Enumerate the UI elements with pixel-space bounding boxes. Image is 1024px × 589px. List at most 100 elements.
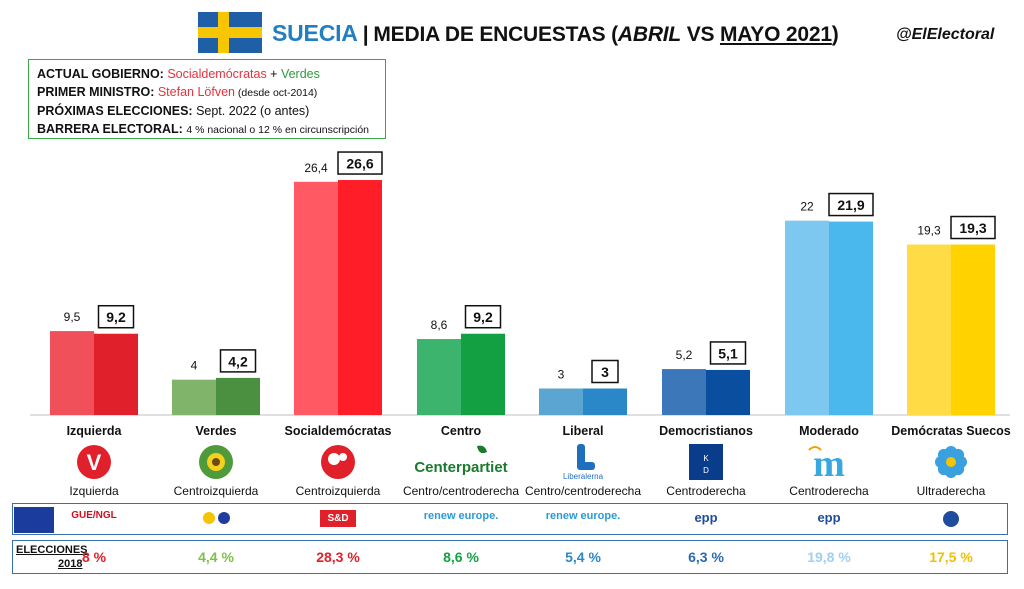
data-label-abril: 4 <box>191 359 198 373</box>
bar-abril <box>50 331 94 415</box>
bar-abril <box>172 379 216 415</box>
data-label-abril: 26,4 <box>304 161 328 175</box>
data-label-box <box>97 304 135 329</box>
rose-v-icon: V <box>33 442 155 482</box>
party-name: Socialdemócratas <box>284 424 392 438</box>
party-ideology: Centroderecha <box>789 484 869 498</box>
data-label-abril: 3 <box>558 368 565 382</box>
info-prime-minister: PRIMER MINISTRO: Stefan Löfven (desde oc… <box>37 85 318 99</box>
party-ideology: Centroderecha <box>666 484 746 498</box>
elections-2018-value: 8 % <box>81 549 107 565</box>
data-label-box <box>709 341 747 365</box>
info-box: ACTUAL GOBIERNO: Socialdemócratas + Verd… <box>28 59 386 139</box>
bar-mayo <box>829 221 873 415</box>
title-main: MEDIA DE ENCUESTAS ( <box>373 23 618 46</box>
party-ideology: Izquierda <box>69 484 119 498</box>
party-name: Moderado <box>799 424 859 438</box>
data-label-box <box>337 151 383 175</box>
author-handle: @ElElectoral <box>896 26 995 43</box>
bar-mayo <box>461 333 505 415</box>
data-label-mayo: 5,1 <box>718 345 738 361</box>
svg-text:m: m <box>813 443 845 482</box>
data-label-mayo: 21,9 <box>837 197 864 213</box>
data-label-abril: 19,3 <box>917 224 941 238</box>
info-threshold: BARRERA ELECTORAL: 4 % nacional o 12 % e… <box>37 122 370 136</box>
bar-abril <box>539 388 583 415</box>
data-label-box <box>591 359 619 384</box>
data-label-mayo: 26,6 <box>346 156 373 172</box>
title-month-b: MAYO 2021 <box>719 23 832 46</box>
party-name: Democristianos <box>659 424 753 438</box>
sweden-flag-icon <box>198 12 262 53</box>
eu-group-label: renew europe. <box>423 510 499 522</box>
data-label-mayo: 19,3 <box>959 220 986 236</box>
party-name: Demócratas Suecos <box>891 424 1011 438</box>
data-label-mayo: 4,2 <box>228 353 248 369</box>
party-name: Centro <box>440 424 482 438</box>
eu-group-label: epp <box>817 510 841 525</box>
svg-text:Centerpartiet: Centerpartiet <box>414 459 507 476</box>
data-label-box <box>219 349 257 373</box>
bar-mayo <box>583 388 627 415</box>
elections-label: ELECCIONES 2018 <box>16 544 88 570</box>
data-label-mayo: 9,2 <box>473 309 493 325</box>
party-ideology: Centroizquierda <box>295 484 381 498</box>
eu-group-label: GUE/NGL <box>71 510 117 521</box>
info-next-elections: PRÓXIMAS ELECCIONES: Sept. 2022 (o antes… <box>37 104 310 118</box>
svg-text:Liberalerna: Liberalerna <box>563 472 604 481</box>
elections-2018-value: 19,8 % <box>807 549 851 565</box>
party-ideology: Centro/centroderecha <box>524 484 642 498</box>
bar-mayo <box>216 377 260 415</box>
eu-groups-bar <box>12 503 1008 535</box>
liberal-l-icon: Liberalerna <box>522 442 644 482</box>
sunflower-icon <box>155 442 277 482</box>
anemone-icon <box>890 442 1012 482</box>
title-close: ) <box>831 23 839 46</box>
bar-abril <box>785 220 829 415</box>
data-label-abril: 5,2 <box>676 348 693 362</box>
data-label-mayo: 3 <box>601 364 609 380</box>
elections-2018-value: 28,3 % <box>316 549 360 565</box>
data-label-abril: 9,5 <box>64 310 81 324</box>
party-name: Izquierda <box>66 424 122 438</box>
info-government: ACTUAL GOBIERNO: Socialdemócratas + Verd… <box>37 67 320 81</box>
party-ideology: Centro/centroderecha <box>402 484 520 498</box>
bar-abril <box>294 181 338 415</box>
eu-group-label: epp <box>694 510 718 525</box>
party-name: Liberal <box>562 424 604 438</box>
ecr-icon <box>901 510 1001 530</box>
bar-mayo <box>951 244 995 415</box>
party-name: Verdes <box>195 424 237 438</box>
clover-icon: Centerpartiet <box>400 442 522 482</box>
data-label-abril: 8,6 <box>431 318 448 332</box>
elections-2018-value: 6,3 % <box>688 549 724 565</box>
eu-group-label: renew europe. <box>545 510 621 522</box>
moderate-m-icon: m <box>768 442 890 485</box>
title-country: SUECIA <box>272 20 358 46</box>
page-title: SUECIA | MEDIA DE ENCUESTAS (ABRIL VS MAYO… <box>272 20 839 46</box>
party-ideology: Ultraderecha <box>916 484 986 498</box>
bar-mayo <box>706 369 750 415</box>
data-label-mayo: 9,2 <box>106 309 126 325</box>
data-label-box <box>950 215 996 240</box>
bar-mayo <box>94 333 138 415</box>
eu-flag-icon <box>14 507 54 533</box>
bar-abril <box>417 339 461 415</box>
data-label-abril: 22 <box>800 200 814 214</box>
elections-2018-value: 17,5 % <box>929 549 973 565</box>
data-label-box <box>828 192 874 217</box>
svg-text:D: D <box>703 466 709 475</box>
elections-2018-bar <box>12 540 1008 574</box>
bar-abril <box>907 244 951 415</box>
greens-efa-icon <box>166 510 266 527</box>
svg-text:V: V <box>87 450 102 475</box>
title-vs: VS <box>681 23 720 46</box>
eu-group-label: S&D <box>320 510 356 527</box>
data-label-box <box>464 304 502 329</box>
svg-text:K: K <box>703 454 709 463</box>
bar-abril <box>662 369 706 415</box>
rose-icon <box>277 442 399 482</box>
elections-2018-value: 8,6 % <box>443 549 479 565</box>
